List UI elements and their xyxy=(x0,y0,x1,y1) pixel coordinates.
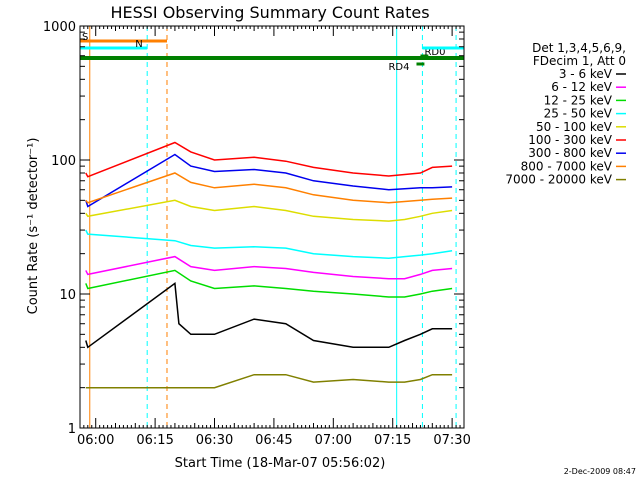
x-axis: 06:00 06:15 06:30 06:45 07:00 07:15 07:30 xyxy=(77,26,471,448)
series-line-25-50-kev xyxy=(85,229,453,259)
series-line-300-800-kev xyxy=(85,153,453,208)
legend-label-25-50-kev: 25 - 50 keV xyxy=(544,107,613,121)
y-tick-label: 1000 xyxy=(43,20,76,35)
x-tick-label: 06:45 xyxy=(255,433,292,448)
series-line-3-6-kev xyxy=(85,282,453,349)
legend-label-800-7000-kev: 800 - 7000 keV xyxy=(521,159,613,173)
x-axis-label: Start Time (18-Mar-07 05:56:02) xyxy=(175,456,386,471)
y-axis-label: Count Rate (s⁻¹ detector⁻¹) xyxy=(26,138,41,315)
legend: Det 1,3,4,5,6,9,FDecim 1, Att 03 - 6 keV… xyxy=(505,41,626,187)
legend-label-100-300-kev: 100 - 300 keV xyxy=(528,133,612,147)
legend-label-6-12-kev: 6 - 12 keV xyxy=(551,80,613,94)
footer-timestamp: 2-Dec-2009 08:47 xyxy=(564,467,636,476)
flag-label-s: S xyxy=(82,32,88,43)
y-axis: 1 10 100 1000 xyxy=(43,20,464,437)
series-line-6-12-kev xyxy=(85,255,453,280)
y-tick-label: 100 xyxy=(51,154,76,169)
legend-label-50-100-kev: 50 - 100 keV xyxy=(536,120,613,134)
legend-label-3-6-kev: 3 - 6 keV xyxy=(559,67,613,81)
legend-label-7000-20000-kev: 7000 - 20000 keV xyxy=(505,173,612,187)
series-line-12-25-kev xyxy=(85,269,453,298)
legend-header-0: Det 1,3,4,5,6,9, xyxy=(532,41,626,55)
series-line-800-7000-kev xyxy=(85,172,453,204)
legend-header-1: FDecim 1, Att 0 xyxy=(533,54,626,68)
vertical-markers xyxy=(79,26,457,428)
x-tick-label: 06:00 xyxy=(77,433,114,448)
series-line-7000-20000-kev xyxy=(85,373,453,389)
flag-label-n: N xyxy=(135,39,142,50)
flag-bars: S N RD4 RD0 xyxy=(80,32,464,73)
series-line-100-300-kev xyxy=(85,141,453,178)
chart-title: HESSI Observing Summary Count Rates xyxy=(110,3,429,22)
series-line-50-100-kev xyxy=(85,199,453,222)
legend-label-300-800-kev: 300 - 800 keV xyxy=(528,146,612,160)
series-lines xyxy=(85,141,453,389)
y-tick-label: 10 xyxy=(59,288,76,303)
legend-label-12-25-kev: 12 - 25 keV xyxy=(544,93,613,107)
x-tick-label: 06:15 xyxy=(136,433,173,448)
flag-label-rd4: RD4 xyxy=(388,62,409,73)
flag-label-rd0: RD0 xyxy=(424,47,445,58)
x-tick-label: 06:30 xyxy=(196,433,233,448)
y-tick-label: 1 xyxy=(68,422,76,437)
x-tick-label: 07:00 xyxy=(315,433,352,448)
plot-frame xyxy=(79,25,465,429)
x-tick-label: 07:30 xyxy=(433,433,470,448)
x-tick-label: 07:15 xyxy=(374,433,411,448)
